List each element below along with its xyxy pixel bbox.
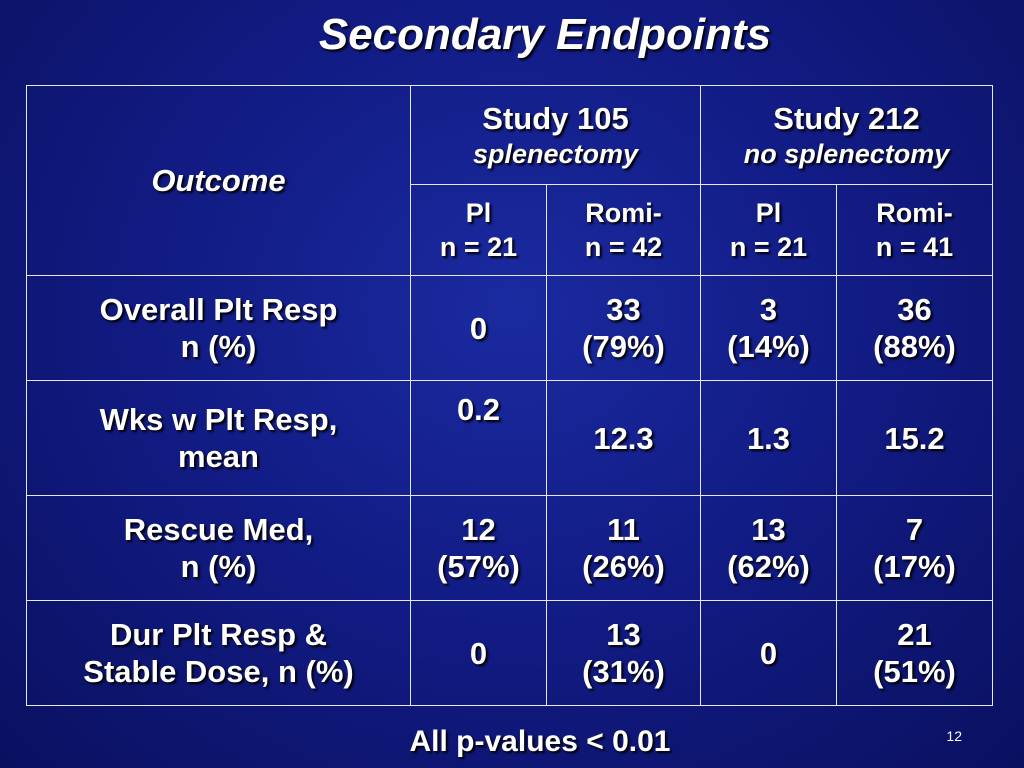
table-cell: 0 <box>410 275 547 381</box>
arm-name: Pl <box>755 198 782 228</box>
row-label-line: n (%) <box>180 549 257 584</box>
cell-percent: (31%) <box>582 654 665 689</box>
row-label-line: n (%) <box>180 329 257 364</box>
table-cell: 13 (62%) <box>700 495 837 601</box>
row-label: Rescue Med, n (%) <box>26 495 411 601</box>
row-label: Dur Plt Resp & Stable Dose, n (%) <box>26 600 411 706</box>
study-subtitle: splenectomy <box>472 139 639 169</box>
cell-value: 12 <box>461 512 496 547</box>
cell-value: 33 <box>606 292 641 327</box>
arm-header: Romi- n = 42 <box>546 184 701 276</box>
row-label: Overall Plt Resp n (%) <box>26 275 411 381</box>
cell-percent: (79%) <box>582 329 665 364</box>
arm-n: n = 41 <box>875 232 954 262</box>
cell-value: 13 <box>751 512 786 547</box>
cell-value: 7 <box>905 512 924 547</box>
table-row: Dur Plt Resp & Stable Dose, n (%) 0 13 (3… <box>26 600 994 706</box>
cell-percent: (57%) <box>437 549 520 584</box>
arm-n: n = 21 <box>729 232 808 262</box>
table-row: Overall Plt Resp n (%) 0 33 (79%) 3 (14%) … <box>26 275 994 381</box>
footer-note: All p-values < 0.01 <box>409 725 671 758</box>
row-label-line: Dur Plt Resp & <box>109 617 328 652</box>
table-cell: 11 (26%) <box>546 495 701 601</box>
row-label-line: mean <box>178 439 259 474</box>
arm-name: Romi- <box>876 198 953 228</box>
table-cell: 21 (51%) <box>835 600 994 706</box>
slide-number: 12 <box>946 728 962 744</box>
arm-header: Pl n = 21 <box>700 184 837 276</box>
row-label-line: Overall Plt Resp <box>99 292 338 327</box>
cell-value: 21 <box>897 617 932 652</box>
cell-value: 0 <box>759 635 778 671</box>
cell-percent: (51%) <box>873 654 956 689</box>
cell-percent: (17%) <box>873 549 956 584</box>
row-label-line: Rescue Med, <box>123 512 314 547</box>
table-cell: 15.2 <box>835 380 994 496</box>
arm-n: n = 21 <box>439 232 518 262</box>
arm-header: Romi- n = 41 <box>835 184 994 276</box>
table-row: Rescue Med, n (%) 12 (57%) 11 (26%) 13 (62%… <box>26 495 994 601</box>
study-name: Study 212 <box>773 101 920 136</box>
cell-value: 15.2 <box>884 420 945 456</box>
row-label: Wks w Plt Resp, mean <box>26 380 411 496</box>
outcome-header: Outcome <box>151 163 286 198</box>
cell-percent: (14%) <box>727 329 810 364</box>
arm-name: Romi- <box>585 198 662 228</box>
header-row-studies: Outcome Study 105 splenectomy Study 212 … <box>26 85 994 276</box>
table-row: Wks w Plt Resp, mean 0.2 12.3 1.3 15.2 <box>26 380 994 496</box>
cell-percent: (88%) <box>873 329 956 364</box>
table-cell: 7 (17%) <box>835 495 994 601</box>
table-cell: 12 (57%) <box>410 495 547 601</box>
cell-value: 0 <box>469 635 488 671</box>
arm-header: Pl n = 21 <box>410 184 547 276</box>
row-label-line: Wks w Plt Resp, <box>99 402 338 437</box>
table-cell: 12.3 <box>546 380 701 496</box>
header-row-arms: Pl n = 21 Romi- n = 42 Pl n = 21 Romi- n… <box>27 184 994 276</box>
outcome-header-cell: Outcome <box>26 85 411 276</box>
cell-value: 11 <box>607 512 640 547</box>
table-cell: 0 <box>700 600 837 706</box>
table-cell: 0.2 <box>410 380 547 496</box>
study-name: Study 105 <box>482 101 629 136</box>
cell-value: 1.3 <box>746 420 791 456</box>
study-subtitle: no splenectomy <box>743 139 950 169</box>
cell-value: 12.3 <box>593 420 654 456</box>
table-cell: 0 <box>410 600 547 706</box>
cell-percent: (26%) <box>582 549 665 584</box>
cell-percent: (62%) <box>727 549 810 584</box>
cell-value: 0.2 <box>456 392 501 427</box>
table-cell: 3 (14%) <box>700 275 837 381</box>
table-cell: 1.3 <box>700 380 837 496</box>
cell-value: 0 <box>469 310 488 346</box>
slide-title: Secondary Endpoints <box>318 10 772 59</box>
table-cell: 13 (31%) <box>546 600 701 706</box>
endpoints-table: Outcome Study 105 splenectomy Study 212 … <box>26 85 994 706</box>
study-105-header: Study 105 splenectomy <box>410 85 701 185</box>
cell-value: 13 <box>606 617 641 652</box>
table-cell: 36 (88%) <box>835 275 994 381</box>
arm-n: n = 42 <box>584 232 663 262</box>
cell-value: 3 <box>759 292 778 327</box>
row-label-line: Stable Dose, n (%) <box>83 654 354 689</box>
cell-value: 36 <box>897 292 932 327</box>
arm-name: Pl <box>465 198 492 228</box>
table-cell: 33 (79%) <box>546 275 701 381</box>
study-212-header: Study 212 no splenectomy <box>699 85 994 185</box>
